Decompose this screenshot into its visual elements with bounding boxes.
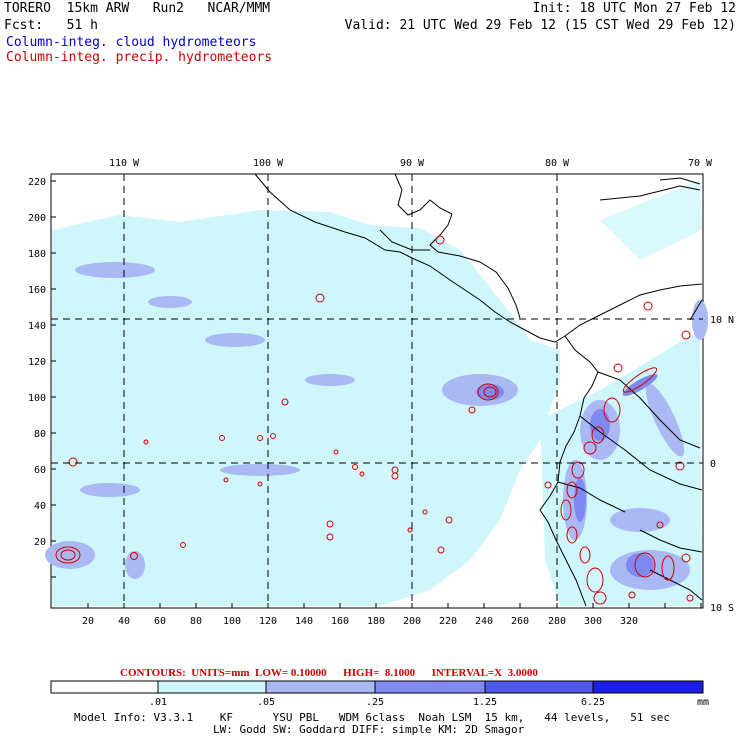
lat-label: 0 — [710, 459, 716, 470]
y-tick: 20 — [34, 537, 46, 548]
colorbar-bin — [157, 680, 267, 694]
valid-time: Valid: 21 UTC Wed 29 Feb 12 (15 CST Wed … — [344, 18, 736, 33]
colorbar-labels: .01 .05 .25 1.25 6.25 mm — [149, 697, 709, 708]
x-tick: 80 — [190, 616, 202, 627]
y-tick: 160 — [28, 285, 46, 296]
lon-label: 110 W — [109, 158, 140, 169]
contour-info: CONTOURS: UNITS=mm LOW= 0.10000 HIGH= 8.… — [120, 667, 538, 679]
y-tick: 200 — [28, 213, 46, 224]
colorbar — [50, 680, 704, 694]
cloud-field-title: Column-integ. cloud hydrometeors — [6, 35, 257, 50]
model-title: TORERO 15km ARW Run2 NCAR/MMM — [4, 1, 271, 16]
colorbar-label: 6.25 — [581, 697, 605, 708]
x-tick: 140 — [295, 616, 313, 627]
x-tick: 320 — [620, 616, 638, 627]
x-tick: 240 — [475, 616, 493, 627]
y-tick: 40 — [34, 501, 46, 512]
colorbar-bin — [374, 680, 486, 694]
y-tick: 60 — [34, 465, 46, 476]
y-tick: 180 — [28, 249, 46, 260]
lon-label: 70 W — [688, 158, 713, 169]
x-tick: 180 — [367, 616, 385, 627]
colorbar-bin — [592, 680, 704, 694]
colorbar-label: .25 — [366, 697, 384, 708]
y-tick: 80 — [34, 429, 46, 440]
x-tick: 260 — [511, 616, 529, 627]
y-tick: 120 — [28, 357, 46, 368]
lon-label: 80 W — [545, 158, 570, 169]
lon-label: 100 W — [253, 158, 284, 169]
forecast-hour: Fcst: 51 h — [4, 18, 98, 33]
precip-field-title: Column-integ. precip. hydrometeors — [6, 50, 273, 65]
x-tick: 160 — [331, 616, 349, 627]
lat-label: 10 S — [710, 603, 734, 614]
colorbar-units: mm — [697, 697, 709, 708]
y-tick: 220 — [28, 177, 46, 188]
lat-label: 10 N — [710, 315, 734, 326]
x-tick: 300 — [584, 616, 602, 627]
x-tick: 60 — [154, 616, 166, 627]
colorbar-bin — [484, 680, 594, 694]
x-tick: 40 — [118, 616, 130, 627]
y-tick-labels: 220 200 180 160 140 120 100 80 60 40 20 — [28, 177, 46, 548]
x-tick: 200 — [403, 616, 421, 627]
x-tick-labels: 20 40 60 80 100 120 140 160 180 200 220 … — [82, 616, 638, 627]
precip-contours — [55, 235, 694, 605]
model-info-line1: Model Info: V3.3.1 KF YSU PBL WDM 6class… — [74, 711, 671, 724]
init-time: Init: 18 UTC Mon 27 Feb 12 — [532, 1, 737, 16]
y-tick: 100 — [28, 393, 46, 404]
x-tick: 120 — [259, 616, 277, 627]
x-tick: 100 — [223, 616, 241, 627]
x-tick: 280 — [548, 616, 566, 627]
latitude-labels: 10 N 0 10 S — [710, 315, 734, 614]
lon-label: 90 W — [400, 158, 425, 169]
model-info-line2: LW: Godd SW: Goddard DIFF: simple KM: 2D… — [213, 723, 525, 736]
y-tick: 140 — [28, 321, 46, 332]
colorbar-label: .01 — [149, 697, 167, 708]
x-tick: 20 — [82, 616, 94, 627]
colorbar-label: 1.25 — [473, 697, 497, 708]
longitude-labels: 110 W 100 W 90 W 80 W 70 W — [109, 158, 713, 169]
lat-lon-grid — [51, 174, 703, 608]
colorbar-bin — [265, 680, 376, 694]
x-tick: 220 — [439, 616, 457, 627]
axis-ticks — [51, 180, 702, 608]
colorbar-bin — [50, 680, 159, 694]
coastlines — [254, 173, 703, 607]
colorbar-label: .05 — [257, 697, 275, 708]
